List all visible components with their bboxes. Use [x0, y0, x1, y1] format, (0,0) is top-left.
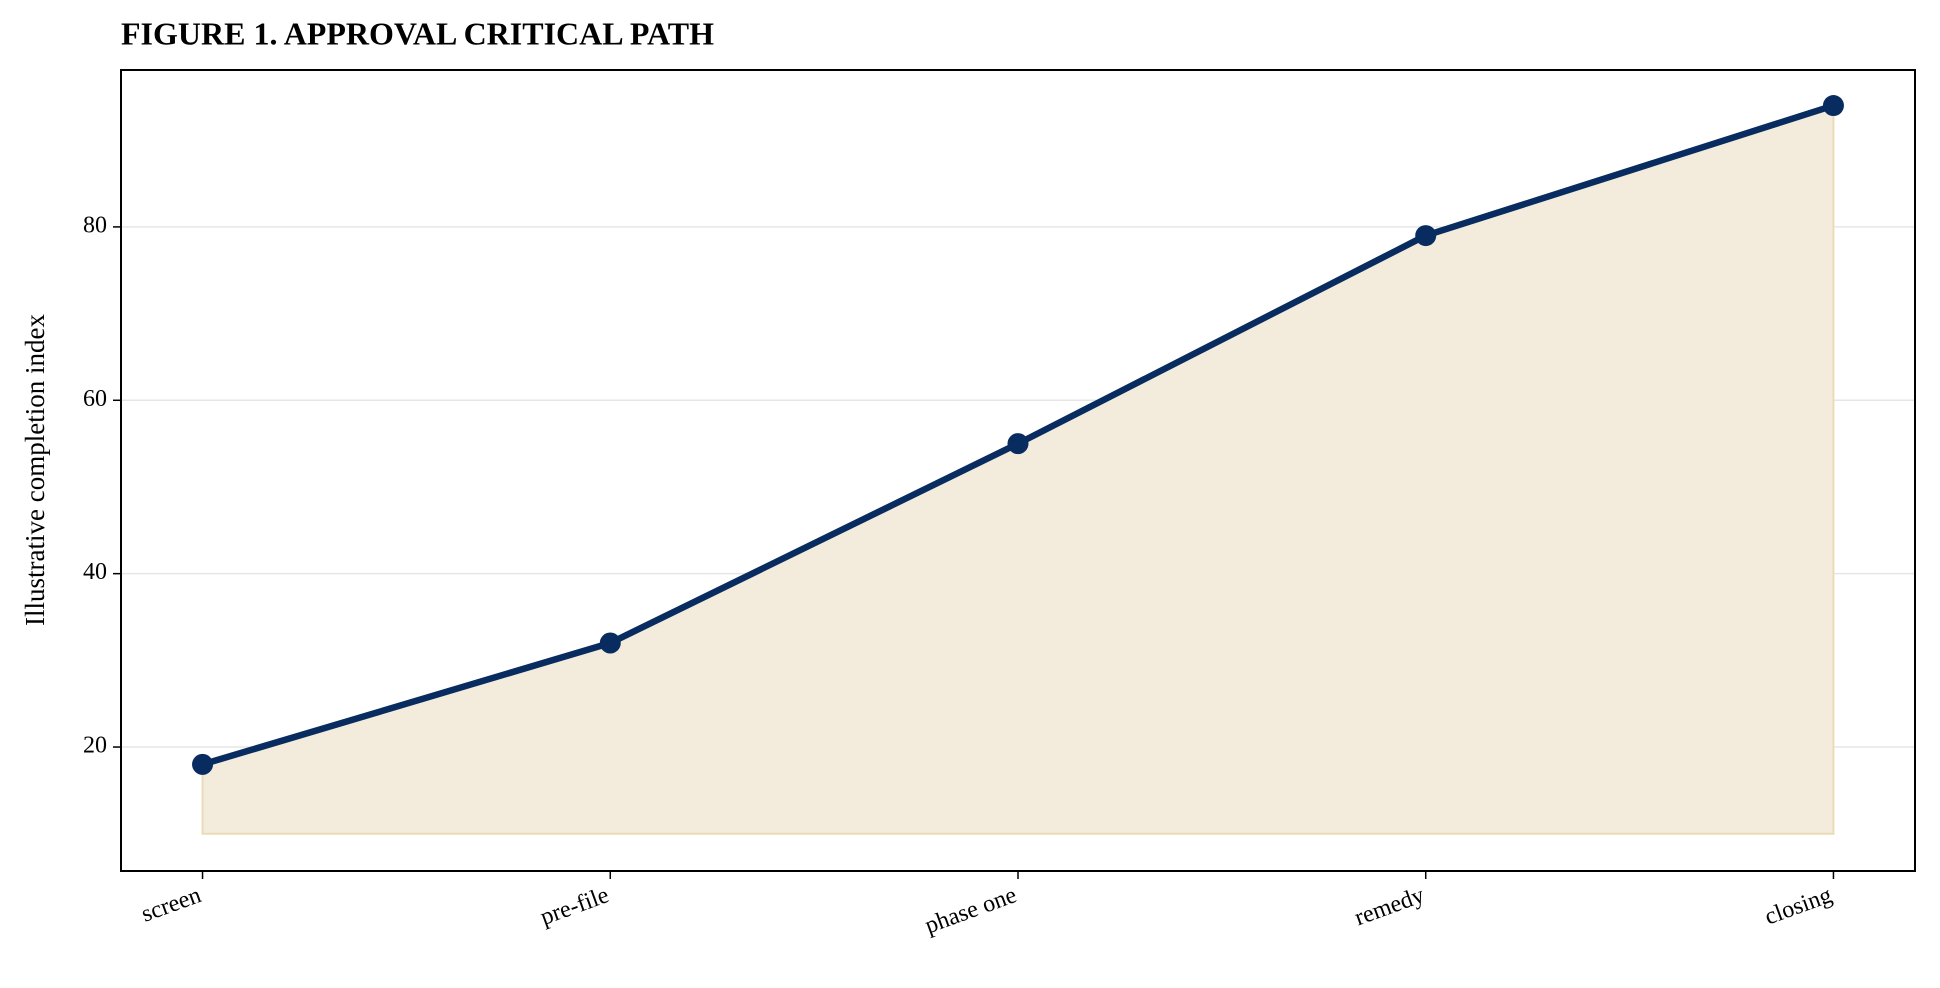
point	[1007, 433, 1029, 455]
point	[1415, 225, 1437, 247]
x-tick-label: remedy	[1351, 882, 1428, 931]
x-tick-label: closing	[1761, 882, 1835, 930]
x-tick-label: pre-file	[537, 882, 612, 931]
y-tick-label: 60	[83, 386, 107, 412]
point	[599, 632, 621, 654]
y-axis-label: Illustrative completion index	[20, 314, 50, 626]
x-tick-label: phase one	[922, 882, 1020, 939]
x-tick-label: screen	[138, 882, 204, 927]
y-tick-label: 80	[83, 212, 107, 238]
chart-title: FIGURE 1. APPROVAL CRITICAL PATH	[121, 15, 714, 51]
y-tick-label: 20	[83, 733, 107, 759]
point	[1822, 95, 1844, 117]
plot-area	[192, 95, 1844, 835]
area	[201, 104, 1835, 835]
y-tick-label: 40	[83, 559, 107, 585]
point	[192, 753, 214, 775]
